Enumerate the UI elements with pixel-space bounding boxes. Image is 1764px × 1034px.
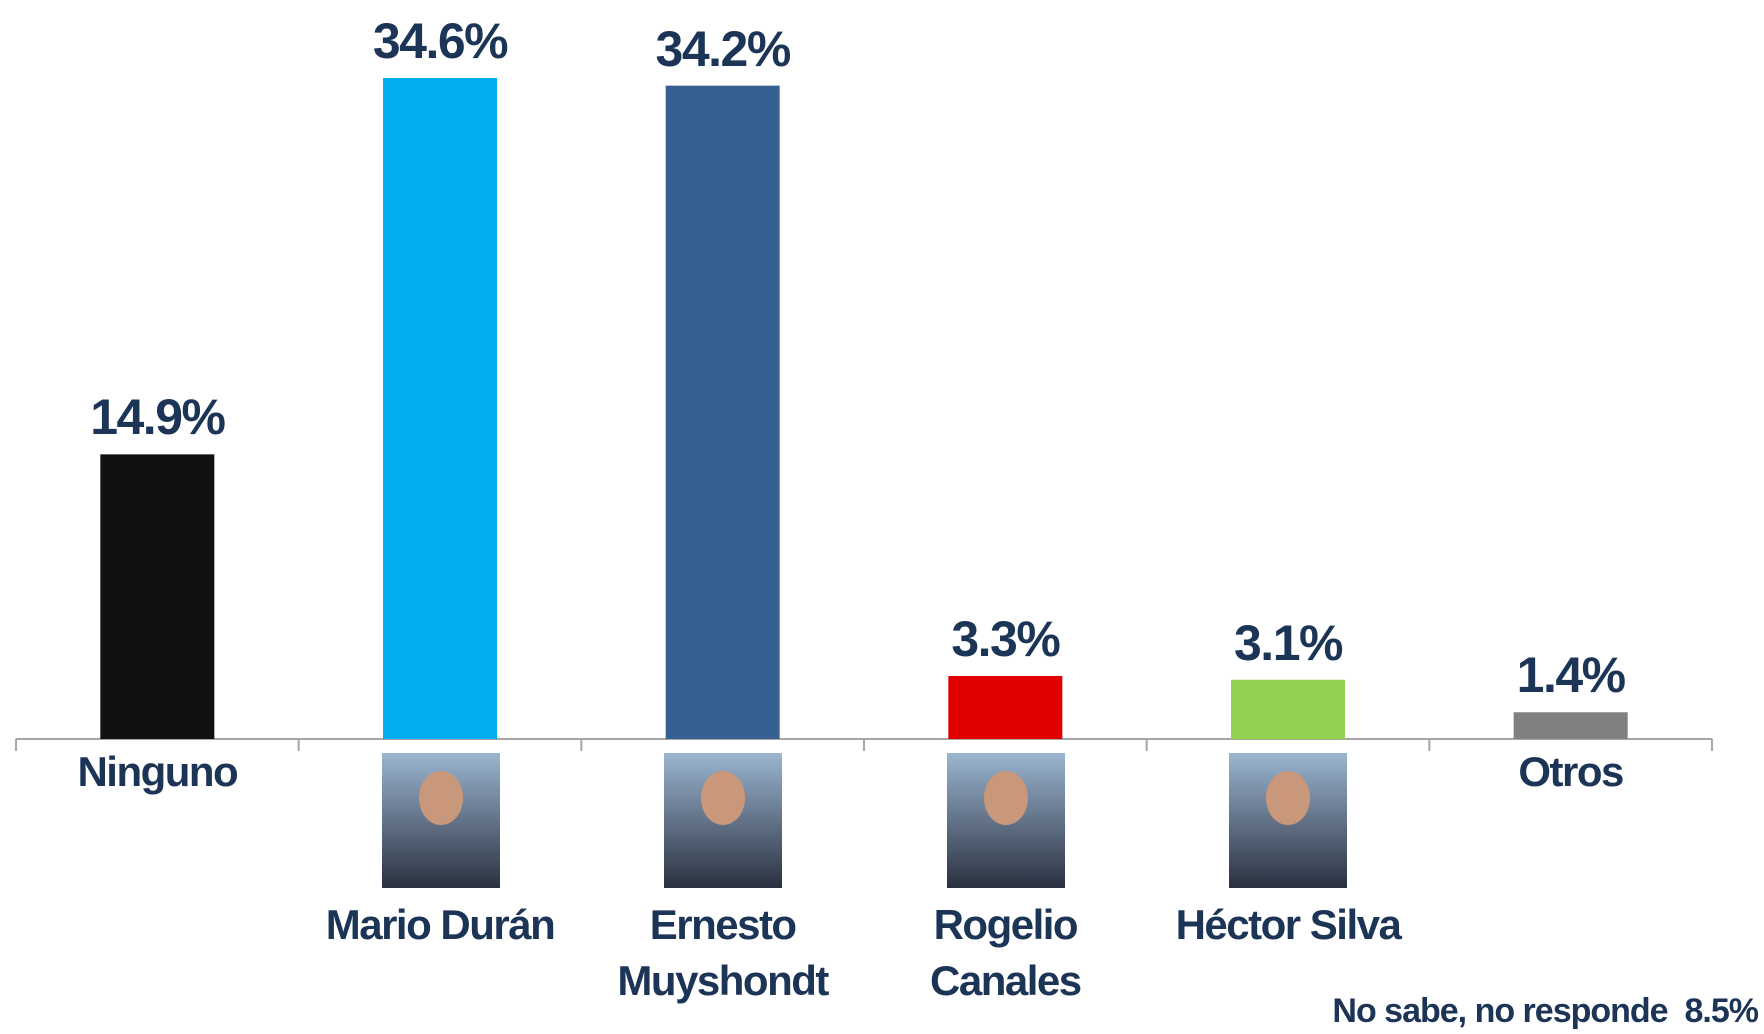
footnote: No sabe, no responde 8.5% bbox=[1332, 992, 1759, 1031]
bar bbox=[1513, 712, 1628, 739]
value-label: 1.4% bbox=[1516, 647, 1626, 704]
category-label: Otros bbox=[1518, 748, 1624, 795]
value-label: 3.3% bbox=[951, 610, 1060, 667]
candidate-photo bbox=[947, 753, 1065, 888]
note-text: No sabe, no responde bbox=[1332, 992, 1668, 1030]
candidate-photo bbox=[664, 753, 782, 888]
candidate-photo bbox=[382, 753, 500, 888]
bar bbox=[100, 454, 215, 739]
bar bbox=[948, 675, 1063, 739]
value-label: 14.9% bbox=[90, 389, 226, 446]
value-label: 3.1% bbox=[1234, 614, 1343, 671]
bar bbox=[1231, 679, 1345, 739]
category-label: Ernesto Muyshondt bbox=[617, 901, 829, 1004]
category-label: Mario Durán bbox=[325, 901, 556, 948]
bar bbox=[383, 78, 497, 739]
category-label: Rogelio Canales bbox=[930, 901, 1082, 1004]
note-value: 8.5% bbox=[1684, 992, 1759, 1030]
candidate-photo bbox=[1229, 753, 1347, 888]
value-label: 34.6% bbox=[372, 13, 509, 69]
category-label: Ninguno bbox=[77, 748, 238, 795]
value-label: 34.2% bbox=[655, 20, 792, 77]
bar bbox=[665, 85, 780, 740]
category-label: Héctor Silva bbox=[1175, 901, 1402, 948]
